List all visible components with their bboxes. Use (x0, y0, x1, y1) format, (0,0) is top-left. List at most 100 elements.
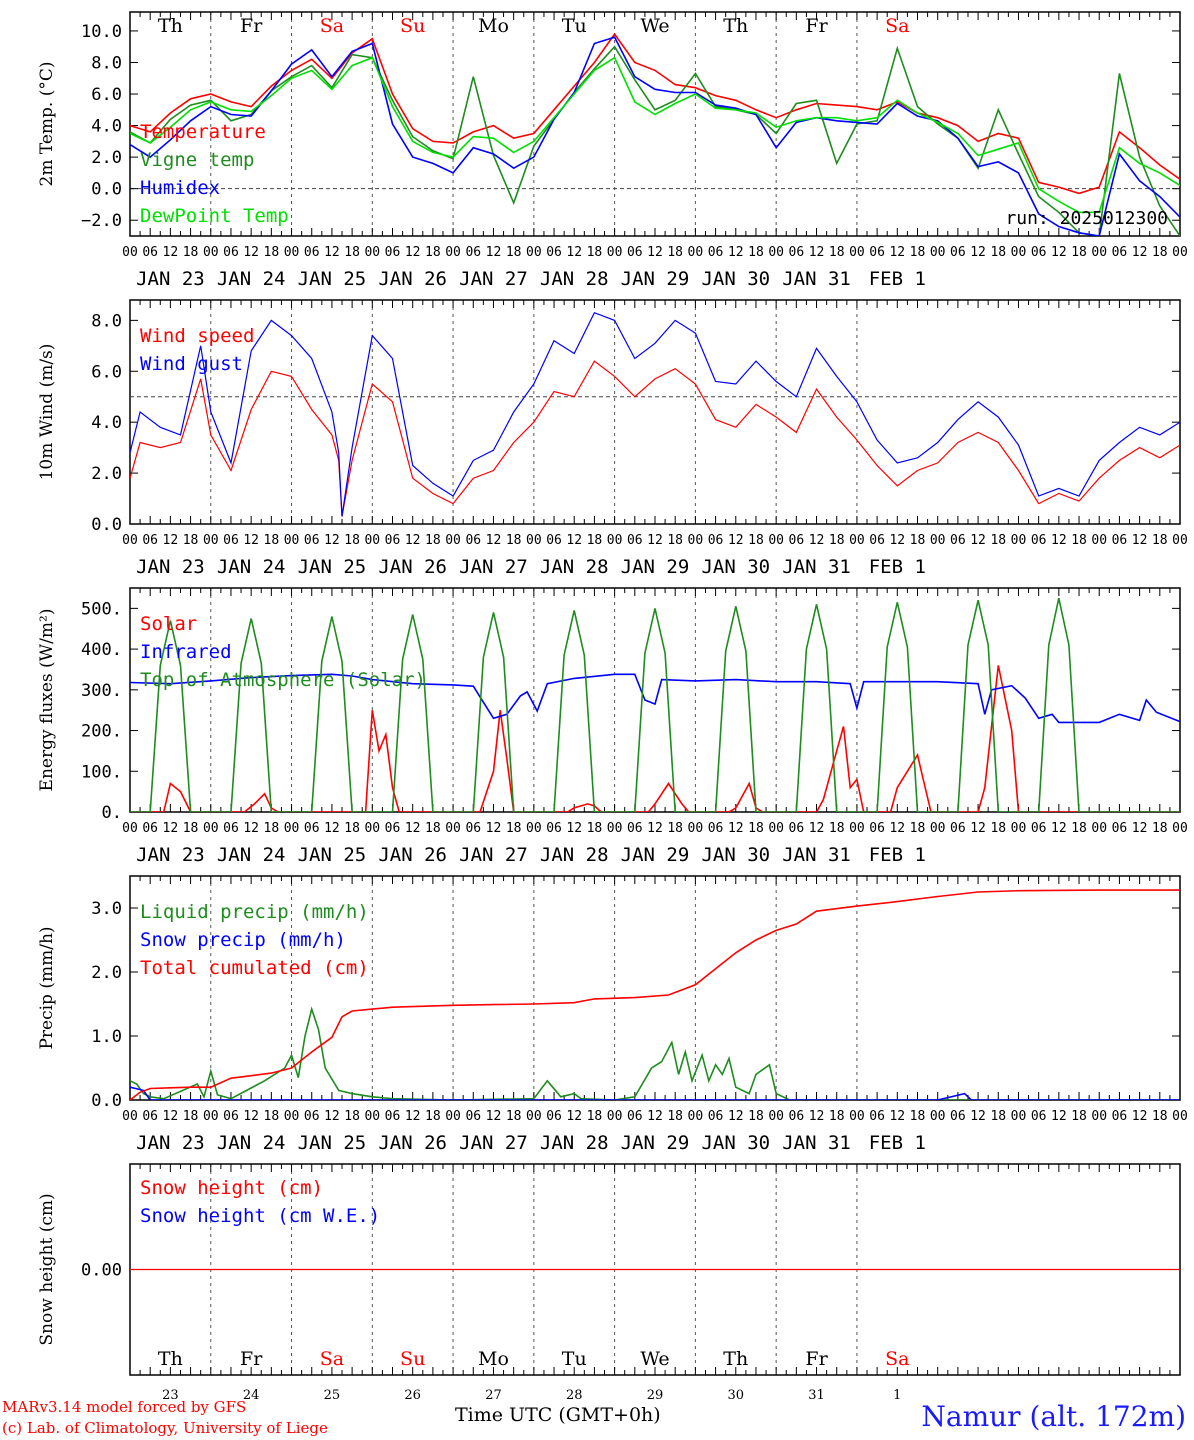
series-line (130, 889, 1180, 1100)
y-axis-label: Snow height (cm) (37, 1193, 57, 1345)
y-tick-label: 6.0 (91, 362, 122, 382)
hour-tick-label: 06 (1112, 533, 1128, 548)
hour-tick-label: 12 (486, 245, 502, 260)
weekday-label: Th (723, 1348, 748, 1370)
hour-tick-label: 00 (688, 1109, 704, 1124)
legend-entry: Temperature (140, 121, 266, 143)
y-axis-label: Precip (mm/h) (37, 926, 57, 1049)
hour-tick-label: 00 (1172, 1109, 1188, 1124)
hour-tick-label: 18 (344, 245, 360, 260)
hour-tick-label: 06 (708, 1109, 724, 1124)
weekday-label: Fr (805, 15, 828, 37)
plot-frame (129, 11, 1181, 237)
series-line (130, 56, 1180, 214)
hour-tick-label: 12 (243, 821, 259, 836)
series-line (130, 36, 1180, 236)
hour-tick-label: 00 (607, 533, 623, 548)
hour-tick-label: 06 (627, 533, 643, 548)
y-tick-label: 200. (81, 722, 122, 742)
hour-tick-label: 12 (1132, 245, 1148, 260)
hour-tick-label: 06 (1031, 1109, 1047, 1124)
hour-tick-label: 12 (809, 821, 825, 836)
date-label: JAN 29 (621, 556, 690, 578)
hour-tick-label: 18 (667, 245, 683, 260)
hour-tick-label: 12 (566, 245, 582, 260)
hour-tick-label: 00 (1172, 533, 1188, 548)
hour-tick-label: 18 (667, 533, 683, 548)
date-label: JAN 24 (217, 1132, 286, 1154)
hour-tick-label: 00 (526, 533, 542, 548)
hour-tick-label: 00 (1011, 821, 1027, 836)
weekday-label: We (640, 15, 669, 37)
hour-tick-label: 06 (465, 533, 481, 548)
legend-entry: Snow height (cm) (140, 1177, 323, 1199)
hour-tick-label: 06 (869, 533, 885, 548)
date-label: JAN 27 (459, 1132, 528, 1154)
y-tick-label: 4.0 (91, 413, 122, 433)
hour-tick-label: 06 (950, 245, 966, 260)
series-line (130, 32, 1180, 195)
hour-tick-label: 12 (728, 533, 744, 548)
hour-tick-label: 06 (142, 1109, 158, 1124)
hour-tick-label: 18 (990, 245, 1006, 260)
weekday-label: Tu (562, 15, 587, 37)
date-label: JAN 27 (459, 556, 528, 578)
hour-tick-label: 18 (344, 533, 360, 548)
hour-tick-label: 18 (829, 533, 845, 548)
hour-tick-label: 12 (970, 245, 986, 260)
hour-tick-label: 00 (930, 821, 946, 836)
series-line (130, 311, 1180, 517)
hour-tick-label: 00 (445, 1109, 461, 1124)
hour-tick-label: 12 (243, 1109, 259, 1124)
date-label: JAN 23 (136, 1132, 205, 1154)
hour-tick-label: 00 (1091, 533, 1107, 548)
y-tick-label: 3.0 (91, 899, 122, 919)
date-label: JAN 29 (621, 844, 690, 866)
date-label: JAN 28 (540, 1132, 609, 1154)
hour-tick-label: 12 (163, 245, 179, 260)
y-tick-label: 8.0 (91, 53, 122, 73)
hour-tick-label: 12 (889, 1109, 905, 1124)
date-label: JAN 24 (217, 268, 286, 290)
hour-tick-label: 06 (385, 245, 401, 260)
date-label: JAN 30 (701, 844, 770, 866)
date-label: JAN 23 (136, 844, 205, 866)
hour-tick-label: 00 (849, 245, 865, 260)
hour-tick-label: 12 (163, 533, 179, 548)
hour-tick-label: 12 (566, 533, 582, 548)
weekday-label: Th (723, 15, 748, 37)
hour-tick-label: 00 (1091, 245, 1107, 260)
hour-tick-label: 12 (889, 245, 905, 260)
station-name: Namur (alt. 172m) (921, 1400, 1186, 1433)
hour-tick-label: 00 (930, 533, 946, 548)
hour-tick-label: 12 (486, 821, 502, 836)
hour-tick-label: 06 (465, 245, 481, 260)
date-label: FEB 1 (869, 1132, 926, 1154)
date-label: JAN 28 (540, 844, 609, 866)
hour-tick-label: 00 (284, 821, 300, 836)
hour-tick-label: 12 (163, 821, 179, 836)
hour-tick-label: 12 (647, 533, 663, 548)
hour-tick-label: 12 (728, 821, 744, 836)
hour-tick-label: 18 (910, 533, 926, 548)
legend-entry: Snow height (cm W.E.) (140, 1205, 380, 1227)
hour-tick-label: 12 (1132, 1109, 1148, 1124)
hour-tick-label: 18 (829, 821, 845, 836)
legend-entry: Humidex (140, 177, 220, 199)
hour-tick-label: 06 (385, 821, 401, 836)
date-label: JAN 31 (782, 1132, 851, 1154)
hour-tick-label: 12 (243, 245, 259, 260)
day-number-label: 29 (647, 1388, 664, 1403)
hour-tick-label: 18 (264, 1109, 280, 1124)
hour-tick-label: 18 (748, 245, 764, 260)
weekday-label: Su (400, 15, 425, 37)
y-tick-label: 0.0 (91, 1091, 122, 1111)
weekday-label: Sa (320, 15, 344, 37)
hour-tick-label: 00 (284, 533, 300, 548)
hour-tick-label: 12 (324, 533, 340, 548)
weekday-label: Tu (562, 1348, 587, 1370)
hour-tick-label: 00 (849, 821, 865, 836)
legend-entry: Wind speed (140, 325, 254, 347)
hour-tick-label: 18 (425, 821, 441, 836)
hour-tick-label: 12 (809, 1109, 825, 1124)
